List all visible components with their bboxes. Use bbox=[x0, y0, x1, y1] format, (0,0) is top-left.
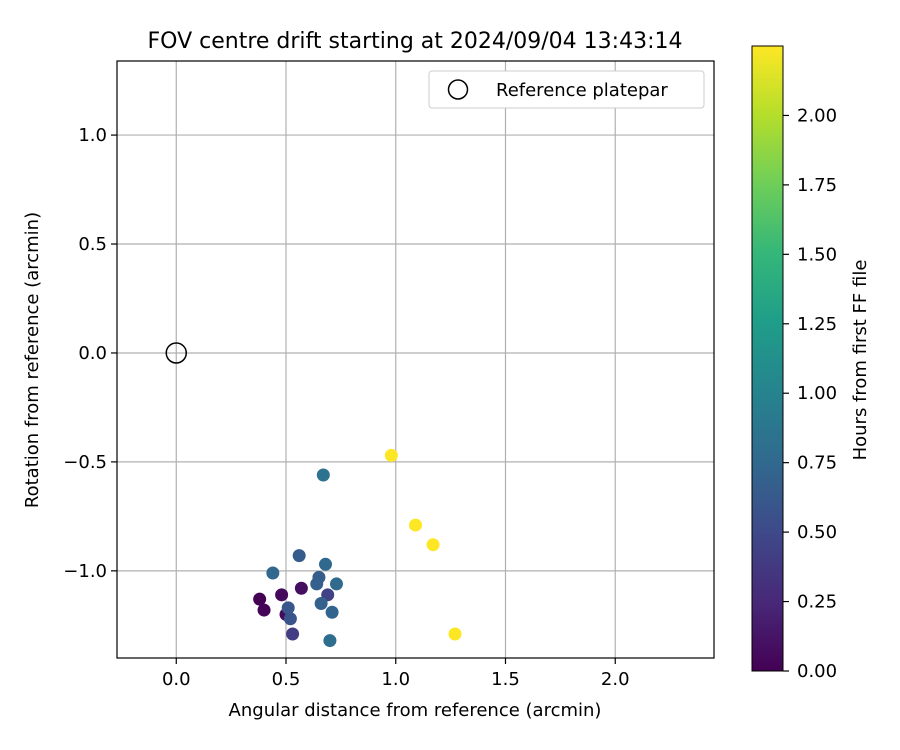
data-point bbox=[329, 577, 343, 591]
data-point bbox=[323, 634, 337, 648]
data-point bbox=[384, 448, 398, 462]
data-point bbox=[426, 538, 440, 552]
legend: Reference platepar bbox=[428, 70, 705, 109]
colorbar-tick-label: 2.00 bbox=[797, 105, 837, 126]
grid bbox=[117, 61, 714, 658]
legend-box bbox=[428, 70, 705, 109]
colorbar-ticks: 0.00 0.25 0.50 0.75 1.00 1.25 1.50 1.75 2.00 bbox=[783, 105, 837, 682]
x-tick-label: 2.0 bbox=[601, 669, 630, 690]
data-point bbox=[275, 588, 289, 602]
colorbar: 0.00 0.25 0.50 0.75 1.00 1.25 1.50 1.75 2.00 Hou… bbox=[751, 45, 871, 682]
y-tick-label: −1.0 bbox=[63, 561, 107, 582]
data-point bbox=[319, 557, 333, 571]
reference-platepar-marker bbox=[165, 342, 188, 364]
data-point bbox=[281, 601, 295, 615]
x-tick-label: 0.5 bbox=[272, 669, 301, 690]
plot-frame bbox=[116, 60, 715, 659]
data-point bbox=[448, 627, 462, 641]
data-point bbox=[310, 577, 324, 591]
data-point bbox=[314, 597, 328, 611]
colorbar-tick-label: 1.25 bbox=[797, 314, 837, 335]
plot-background bbox=[117, 61, 714, 658]
colorbar-tick-label: 1.00 bbox=[797, 383, 837, 404]
x-tick-label: 0.0 bbox=[162, 669, 191, 690]
reference-marker-layer bbox=[165, 342, 188, 364]
y-axis-ticks: −1.0 −0.5 0.0 0.5 1.0 bbox=[63, 125, 117, 582]
x-tick-label: 1.0 bbox=[381, 669, 410, 690]
data-point bbox=[325, 605, 339, 619]
y-tick-label: 0.5 bbox=[78, 234, 107, 255]
data-point bbox=[286, 627, 300, 641]
colorbar-tick-label: 1.50 bbox=[797, 244, 837, 265]
colorbar-tick-label: 1.75 bbox=[797, 175, 837, 196]
chart-title: FOV centre drift starting at 2024/09/04 … bbox=[148, 29, 683, 54]
colorbar-tick-label: 0.50 bbox=[797, 522, 837, 543]
data-point bbox=[253, 592, 267, 606]
colorbar-tick-label: 0.25 bbox=[797, 592, 837, 613]
data-point bbox=[283, 612, 297, 626]
data-point bbox=[316, 468, 330, 482]
data-point bbox=[257, 603, 271, 617]
y-axis-label: Rotation from reference (arcmin) bbox=[22, 212, 43, 508]
data-point bbox=[294, 581, 308, 595]
y-tick-label: 1.0 bbox=[78, 125, 107, 146]
data-point bbox=[292, 549, 306, 563]
legend-marker-icon bbox=[447, 79, 469, 100]
colorbar-gradient bbox=[751, 45, 784, 672]
data-points bbox=[253, 448, 462, 648]
legend-label: Reference platepar bbox=[496, 80, 668, 101]
x-tick-label: 1.5 bbox=[491, 669, 520, 690]
colorbar-label: Hours from first FF file bbox=[850, 260, 871, 461]
y-tick-label: 0.0 bbox=[78, 343, 107, 364]
colorbar-tick-label: 0.75 bbox=[797, 453, 837, 474]
data-point bbox=[266, 566, 280, 580]
data-point bbox=[409, 518, 422, 532]
colorbar-tick-label: 0.00 bbox=[797, 661, 837, 682]
x-axis-ticks: 0.0 0.5 1.0 1.5 2.0 bbox=[162, 658, 630, 690]
x-axis-label: Angular distance from reference (arcmin) bbox=[229, 700, 602, 721]
y-tick-label: −0.5 bbox=[63, 452, 107, 473]
